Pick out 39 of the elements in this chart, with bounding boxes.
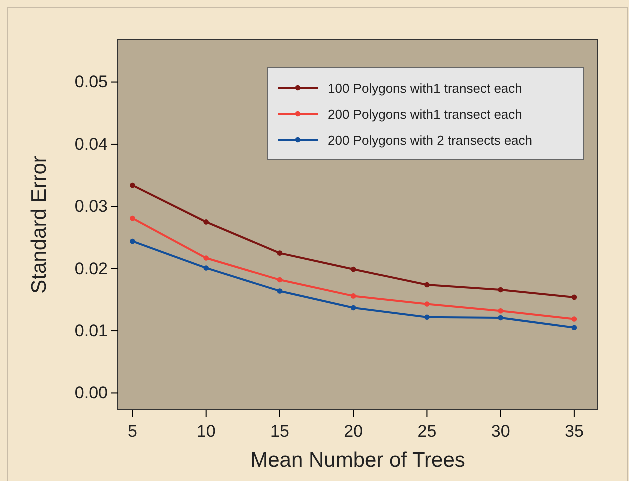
point: [277, 277, 283, 283]
point: [350, 294, 356, 299]
y-tick-label: 0.00: [74, 384, 108, 403]
x-axis-title: Mean Number of Trees: [250, 449, 466, 472]
y-tick-label: 0.03: [74, 197, 108, 216]
y-tick-label: 0.01: [74, 321, 108, 340]
x-tick-label: 30: [491, 422, 510, 441]
point: [424, 302, 430, 307]
point: [130, 238, 136, 244]
x-tick-label: 35: [564, 422, 584, 441]
point: [572, 316, 578, 322]
point: [204, 220, 209, 225]
point: [424, 282, 430, 288]
point: [498, 308, 504, 314]
x-tick-label: 15: [270, 422, 290, 441]
y-tick-label: 0.02: [74, 259, 108, 278]
point: [204, 256, 209, 261]
point: [130, 216, 136, 222]
x-tick-label: 20: [344, 422, 364, 441]
point: [350, 266, 356, 272]
x-tick-label: 5: [128, 422, 138, 441]
y-axis-title: Standard Error: [28, 156, 51, 294]
point: [572, 294, 578, 300]
x-tick-label: 10: [196, 422, 216, 441]
point: [204, 266, 209, 271]
x-tick-label: 25: [418, 422, 437, 441]
point: [572, 325, 578, 331]
point: [130, 182, 136, 188]
point: [424, 314, 430, 320]
point: [350, 305, 356, 311]
y-tick-label: 0.05: [74, 72, 108, 92]
legend-label: 100 Polygons with1 transect each: [328, 81, 522, 96]
point: [277, 288, 283, 294]
y-tick-label: 0.04: [74, 134, 108, 154]
point: [498, 315, 504, 321]
point: [498, 287, 504, 293]
point: [277, 250, 283, 256]
legend-label: 200 Polygons with 2 transects each: [328, 133, 533, 148]
legend-label: 200 Polygons with1 transect each: [328, 107, 522, 122]
